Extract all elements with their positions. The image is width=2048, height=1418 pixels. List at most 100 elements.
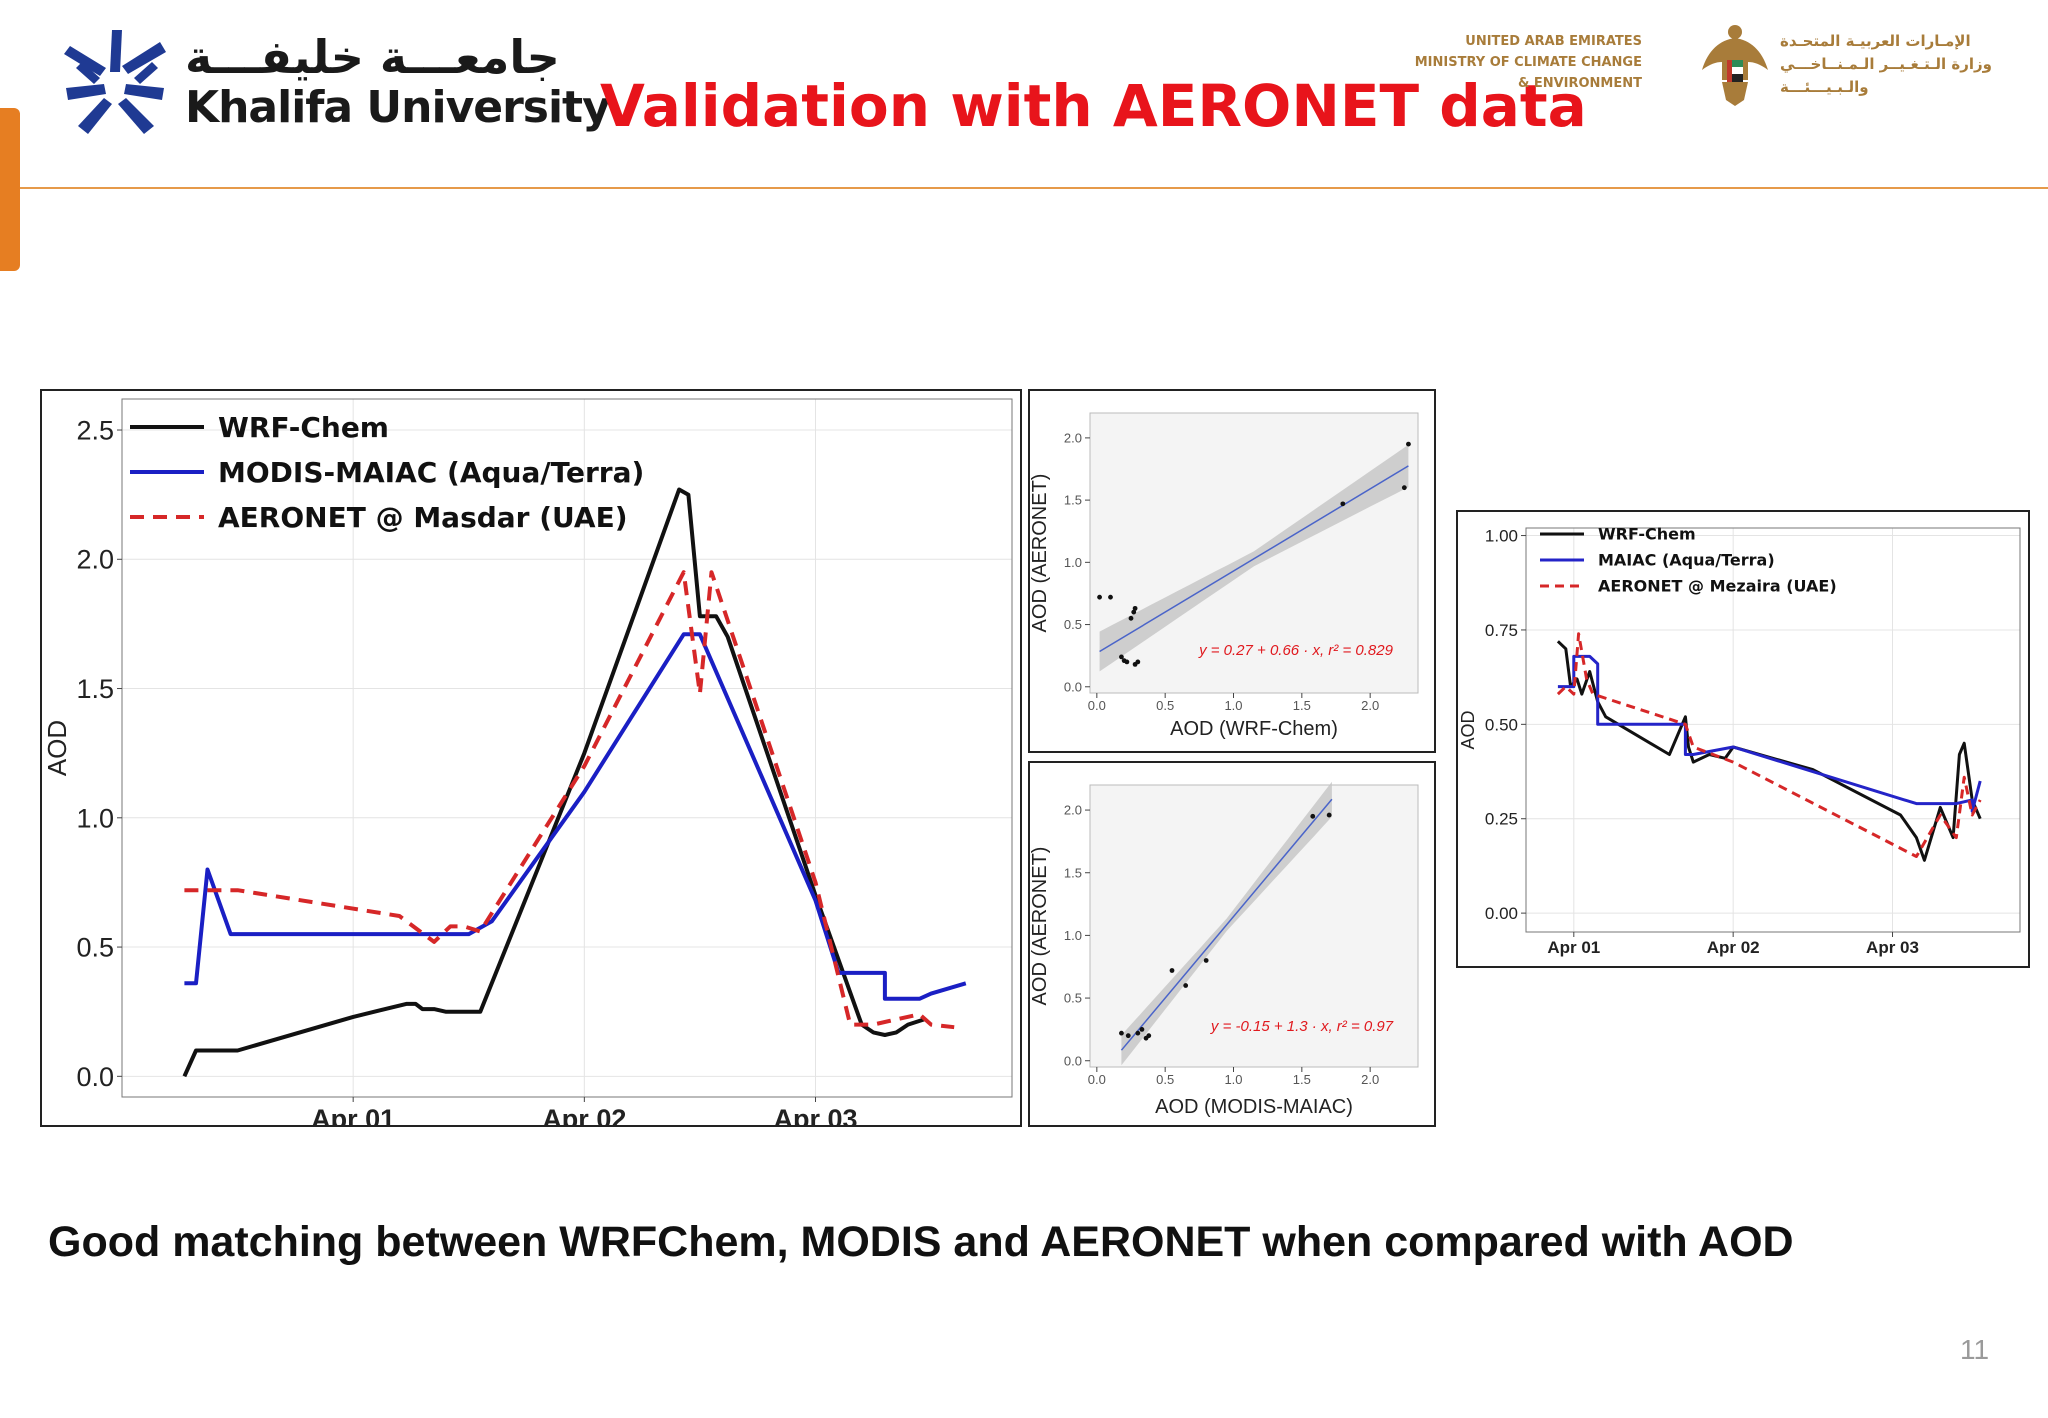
x-tick-label: 1.0 (1224, 698, 1242, 713)
chart-panel-modis-scatter: 0.0 0.5 1.0 1.5 2.0 0.0 0.5 1.0 1.5 2.0 AOD (AERON… (1028, 761, 1436, 1127)
x-tick-label: 2.0 (1361, 698, 1379, 713)
ministry-name-line-2: MINISTRY OF CLIMATE CHANGE (1414, 55, 1642, 70)
y-tick-label: 2.0 (1064, 430, 1082, 445)
x-tick-label: 0.0 (1088, 698, 1106, 713)
scatter-point (1119, 1030, 1124, 1036)
x-tick-label: Apr 03 (1866, 938, 1919, 957)
ministry-logo: UNITED ARAB EMIRATES MINISTRY OF CLIMATE… (1415, 20, 2010, 110)
conclusion-text: Good matching between WRFChem, MODIS and… (48, 1218, 1794, 1266)
y-tick-label: 1.00 (1485, 527, 1518, 546)
y-tick-label: 0.75 (1485, 621, 1518, 640)
legend-entry: WRF-Chem (218, 411, 389, 444)
y-tick-label: 1.5 (1064, 493, 1082, 508)
x-tick-label: 2.0 (1361, 1072, 1379, 1087)
x-tick-label: 0.5 (1156, 1072, 1174, 1087)
y-tick-label: 0.5 (1064, 617, 1082, 632)
y-tick-label: 0.0 (76, 1062, 114, 1092)
series-line (184, 632, 967, 1001)
x-axis-label: AOD (WRF-Chem) (1170, 718, 1338, 740)
x-tick-label: Apr 02 (1707, 938, 1760, 957)
y-tick-label: 0.00 (1485, 904, 1518, 923)
series-line (1557, 654, 1982, 813)
series-line (184, 570, 955, 1030)
ministry-name-line-1: UNITED ARAB EMIRATES (1465, 34, 1642, 49)
y-axis-label: AOD (1458, 710, 1478, 749)
scatter-point (1203, 958, 1209, 963)
scatter-point (1310, 813, 1316, 819)
series-line (1556, 640, 1982, 862)
y-tick-label: 0.0 (1064, 1053, 1082, 1068)
y-tick-label: 0.5 (76, 933, 114, 963)
accent-tab (0, 108, 20, 271)
x-tick-label: Apr 03 (773, 1104, 857, 1125)
y-axis-label: AOD (42, 720, 72, 776)
y-axis-label: AOD (AERONET) (1030, 474, 1051, 633)
plot-frame (121, 398, 1013, 1098)
y-axis-label: AOD (AERONET) (1030, 847, 1051, 1006)
scatter-point (1326, 812, 1332, 818)
uae-emblem-icon (1702, 25, 1768, 106)
scatter-point (1119, 654, 1124, 660)
slide-title: Validation with AERONET data (600, 72, 1587, 140)
scatter-point (1183, 983, 1189, 988)
scatter-point (1125, 1033, 1131, 1039)
y-tick-label: 0.50 (1485, 715, 1518, 734)
x-tick-label: 0.0 (1088, 1072, 1106, 1087)
header-divider (20, 187, 2048, 189)
y-tick-label: 1.0 (76, 803, 114, 833)
chart-panel-main: 0.0 0.5 1.0 1.5 2.0 2.5 Apr 01 Apr 02 Apr 03 AOD W… (40, 389, 1022, 1127)
plot-frame (1525, 527, 2021, 933)
x-tick-label: 1.5 (1293, 698, 1311, 713)
y-tick-label: 2.0 (1064, 803, 1082, 818)
university-name-english: Khalifa University (185, 82, 611, 133)
ministry-name-line-3: & ENVIRONMENT (1517, 76, 1642, 91)
scatter-point (1108, 594, 1113, 600)
university-name-arabic: جامعـــة خليفـــة (185, 30, 560, 84)
y-tick-label: 1.0 (1064, 555, 1082, 570)
aod-timeseries-mezaira-chart: 0.00 0.25 0.50 0.75 1.00 Apr 01 Apr 02 Apr 03 AO… (1458, 525, 2021, 957)
scatter-point (1135, 1030, 1141, 1036)
x-tick-label: Apr 02 (542, 1104, 626, 1125)
series-line (1556, 632, 1982, 858)
y-tick-label: 1.5 (1064, 865, 1082, 880)
wrf-vs-aeronet-scatter-chart: 0.0 0.5 1.0 1.5 2.0 0.0 0.5 1.0 1.5 2.0 AOD (AERON… (1030, 412, 1419, 740)
plot-frame (1089, 412, 1419, 694)
scatter-point (1097, 594, 1102, 600)
x-tick-label: Apr 01 (311, 1104, 395, 1125)
y-tick-label: 2.5 (76, 415, 114, 445)
x-tick-label: Apr 01 (1547, 938, 1600, 957)
khalifa-university-logo-icon (64, 30, 166, 134)
y-tick-label: 1.0 (1064, 928, 1082, 943)
legend-entry: MODIS-MAIAC (Aqua/Terra) (218, 456, 644, 489)
plot-frame (1089, 784, 1419, 1068)
chart-panel-mezaira: 0.00 0.25 0.50 0.75 1.00 Apr 01 Apr 02 Apr 03 AO… (1456, 510, 2030, 968)
fit-line (1120, 798, 1333, 1051)
scatter-point (1406, 441, 1411, 447)
x-axis-label: AOD (MODIS-MAIAC) (1155, 1096, 1353, 1118)
ministry-name-arabic-line-1: الإمـارات العربيـة المتحـدة (1780, 32, 1971, 50)
regression-equation: y = 0.27 + 0.66 · x, r² = 0.829 (1198, 642, 1394, 659)
regression-equation: y = -0.15 + 1.3 · x, r² = 0.97 (1210, 1018, 1394, 1035)
scatter-point (1124, 659, 1130, 665)
fit-line (1099, 465, 1409, 653)
modis-vs-aeronet-scatter-chart: 0.0 0.5 1.0 1.5 2.0 0.0 0.5 1.0 1.5 2.0 AOD (AERON… (1030, 781, 1419, 1118)
scatter-point (1340, 501, 1346, 507)
scatter-point (1139, 1027, 1145, 1032)
scatter-point (1132, 605, 1138, 611)
y-tick-label: 1.5 (76, 674, 114, 704)
legend-entry: AERONET @ Masdar (UAE) (218, 501, 628, 534)
y-tick-label: 2.0 (76, 545, 114, 575)
ministry-name-arabic-line-2: وزارة الـتـغـيــر الـمـنــاخـــي (1780, 55, 1992, 73)
scatter-point (1128, 615, 1134, 621)
x-tick-label: 1.5 (1293, 1072, 1311, 1087)
scatter-point (1143, 1035, 1149, 1041)
aod-timeseries-masdar-chart: 0.0 0.5 1.0 1.5 2.0 2.5 Apr 01 Apr 02 Apr 03 AOD W… (42, 398, 1013, 1125)
slide-header: جامعـــة خليفـــة Khalifa University Val… (0, 0, 2048, 271)
confidence-band (1121, 781, 1332, 1066)
scatter-point (1131, 609, 1137, 615)
x-tick-label: 1.0 (1224, 1072, 1242, 1087)
y-tick-label: 0.25 (1485, 810, 1518, 829)
legend-entry: AERONET @ Mezaira (UAE) (1598, 577, 1837, 596)
scatter-point (1401, 485, 1407, 491)
series-line (182, 487, 925, 1078)
